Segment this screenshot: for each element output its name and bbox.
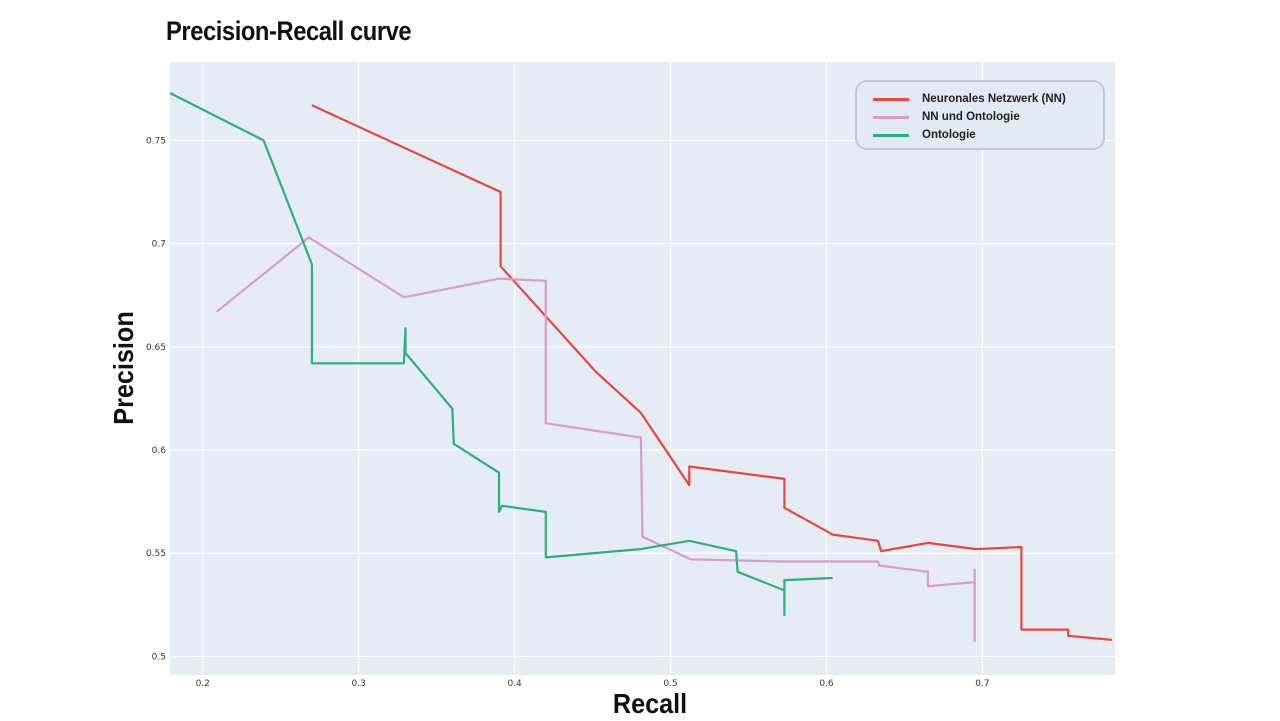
x-tick-label: 0.6 bbox=[819, 679, 834, 689]
series-line-ontologie bbox=[169, 92, 833, 617]
legend-item: Neuronales Netzwerk (NN) bbox=[873, 90, 1103, 108]
legend-label: Neuronales Netzwerk (NN) bbox=[922, 93, 1066, 105]
legend-item: Ontologie bbox=[873, 126, 1103, 144]
y-tick-label: 0.65 bbox=[146, 343, 166, 353]
x-tick-label: 0.3 bbox=[352, 679, 366, 689]
legend-swatch bbox=[873, 115, 909, 119]
y-axis-label: Precision bbox=[108, 311, 139, 425]
y-tick-label: 0.7 bbox=[152, 240, 166, 250]
legend-item: NN und Ontologie bbox=[873, 108, 1103, 126]
legend-label: NN und Ontologie bbox=[922, 111, 1020, 123]
legend-swatch bbox=[873, 133, 909, 137]
y-tick-label: 0.55 bbox=[146, 549, 166, 559]
plot-background bbox=[170, 62, 1115, 675]
y-tick-label: 0.75 bbox=[146, 136, 166, 146]
x-tick-label: 0.4 bbox=[507, 679, 522, 689]
legend: Neuronales Netzwerk (NN) NN und Ontologi… bbox=[855, 80, 1105, 150]
legend-swatch bbox=[873, 97, 909, 101]
y-tick-label: 0.6 bbox=[152, 446, 167, 456]
series-line-nn-ontologie bbox=[216, 236, 976, 642]
x-tick-label: 0.7 bbox=[975, 679, 989, 689]
x-tick-label: 0.5 bbox=[663, 679, 677, 689]
chart-title: Precision-Recall curve bbox=[166, 16, 412, 46]
x-tick-label: 0.2 bbox=[196, 679, 210, 689]
series-line-nn bbox=[311, 104, 1113, 641]
x-axis-label: Recall bbox=[612, 688, 688, 719]
legend-label: Ontologie bbox=[922, 129, 976, 141]
y-tick-label: 0.5 bbox=[152, 652, 166, 662]
